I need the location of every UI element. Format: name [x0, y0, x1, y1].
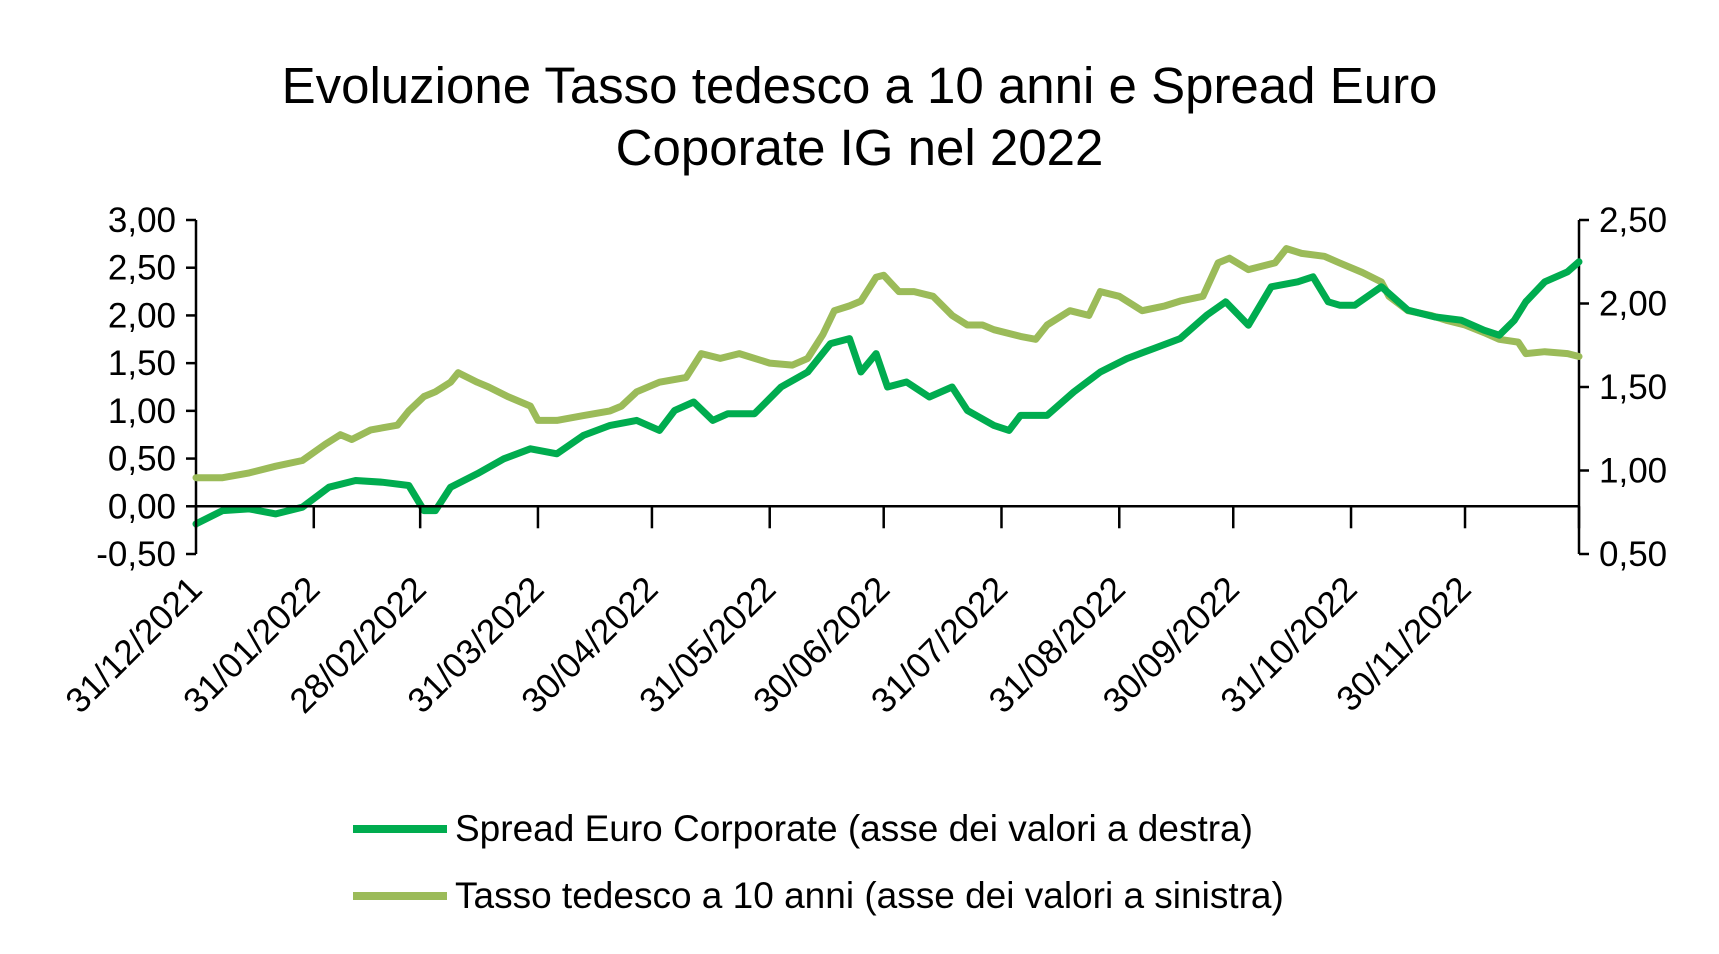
- legend-swatch-bund: [353, 892, 447, 900]
- legend-item-spread: Spread Euro Corporate (asse dei valori a…: [353, 808, 1253, 849]
- left-axis-tick-label: 3,00: [108, 201, 176, 240]
- legend-swatch-spread: [353, 825, 447, 833]
- legend-label-bund: Tasso tedesco a 10 anni (asse dei valori…: [455, 875, 1284, 916]
- left-axis-tick-label: 0,00: [108, 487, 176, 526]
- legend-item-bund: Tasso tedesco a 10 anni (asse dei valori…: [353, 875, 1284, 916]
- chart-title-line-2: Coporate IG nel 2022: [615, 119, 1104, 176]
- right-axis-tick-label: 1,50: [1599, 368, 1667, 407]
- left-axis-tick-label: 1,00: [108, 392, 176, 431]
- right-axis-tick-label: 1,00: [1599, 452, 1667, 491]
- chart-title-line-1: Evoluzione Tasso tedesco a 10 anni e Spr…: [281, 57, 1438, 114]
- legend-label-spread: Spread Euro Corporate (asse dei valori a…: [455, 808, 1253, 849]
- left-axis-tick-label: 2,50: [108, 249, 176, 288]
- right-axis-tick-label: 2,00: [1599, 285, 1667, 324]
- series-line-bund: [192, 245, 1583, 482]
- series-line-spread: [192, 258, 1583, 528]
- left-axis-tick-label: -0,50: [96, 535, 176, 574]
- right-axis-tick-label: 2,50: [1599, 201, 1667, 240]
- right-axis-tick-label: 0,50: [1599, 535, 1667, 574]
- chart-title: Evoluzione Tasso tedesco a 10 anni e Spr…: [0, 55, 1719, 179]
- left-axis-tick-label: 0,50: [108, 440, 176, 479]
- left-axis-tick-label: 2,00: [108, 296, 176, 335]
- left-axis-tick-label: 1,50: [108, 344, 176, 383]
